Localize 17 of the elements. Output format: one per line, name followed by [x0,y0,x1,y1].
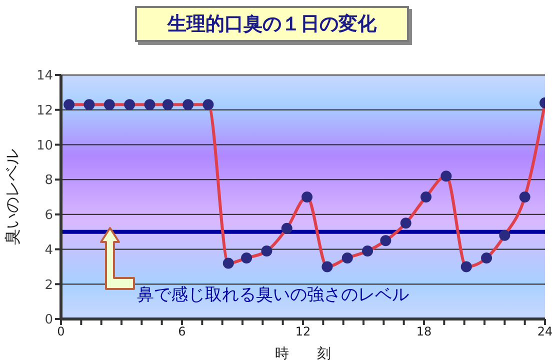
y-tick-label: 14 [36,68,53,84]
x-tick-label: 0 [57,324,65,339]
x-tick-label: 12 [295,324,311,339]
y-axis-title: 臭いのレベル [2,149,22,245]
y-tick-label: 2 [44,278,53,293]
y-tick-label: 10 [36,138,53,154]
y-tick-label: 6 [44,208,53,224]
x-tick-label: 18 [416,324,432,339]
x-axis-title: 時 刻 [275,346,331,362]
y-tick-label: 8 [44,173,53,188]
y-tick-label: 0 [44,312,53,328]
x-tick-label: 6 [178,324,186,339]
x-tick-label: 24 [537,324,553,339]
y-tick-label: 12 [36,103,53,118]
ref-line-label: 鼻で感じ取れる臭いの強さのレベル [137,284,409,305]
chart-title: 生理的口臭の１日の変化 [135,6,409,42]
y-tick-label: 4 [44,242,53,258]
